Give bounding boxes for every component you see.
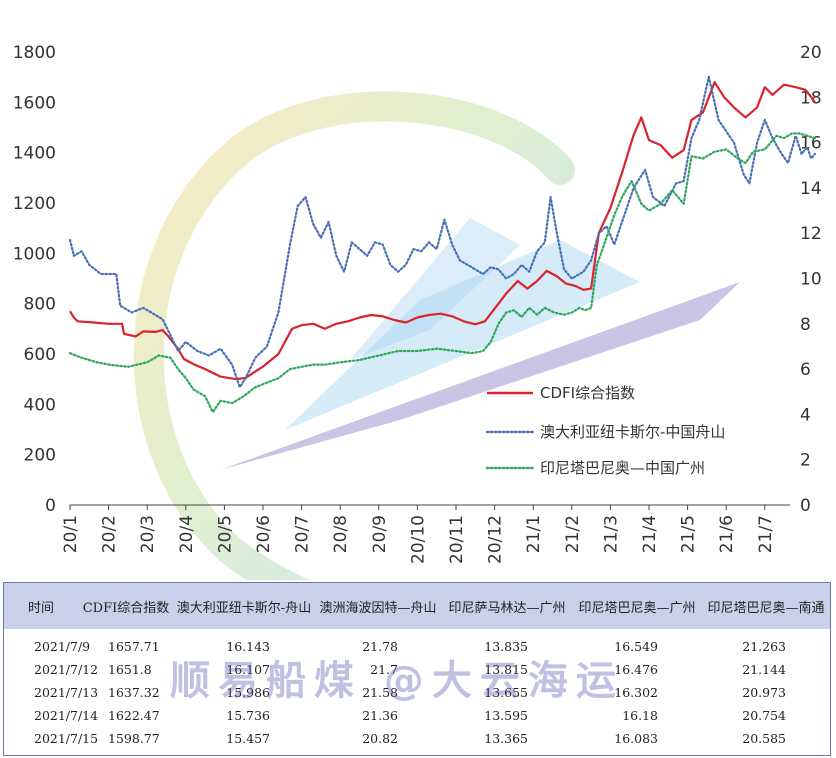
x-tick-label: 20/9 — [370, 515, 390, 553]
x-tick-label: 20/4 — [177, 515, 197, 553]
y-right-tick-label: 14 — [800, 179, 822, 199]
table-cell-cdfi: 1598.77 — [108, 731, 160, 746]
table-cell-date: 2021/7/14 — [34, 708, 99, 723]
x-tick-label: 20/10 — [408, 515, 428, 564]
table-cell-date: 2021/7/13 — [34, 685, 99, 700]
table-cell-haypoint-zhoushan: 21.78 — [362, 639, 398, 654]
x-tick-label: 20/1 — [61, 515, 81, 553]
table-cell-newcastle-zhoushan: 15.457 — [226, 731, 270, 746]
header-tabaneo-guangzhou: 印尼塔巴尼奥—广州 — [578, 600, 696, 616]
y-left-tick-label: 1000 — [13, 244, 56, 264]
header-haypoint-zhoushan: 澳洲海波因特—舟山 — [319, 600, 437, 616]
table-cell-tabaneo-nantong: 20.585 — [742, 731, 786, 746]
x-tick-label: 20/12 — [486, 515, 506, 564]
table-cell-samarinda-guangzhou: 13.835 — [484, 639, 528, 654]
table-cell-haypoint-zhoushan: 21.58 — [362, 685, 398, 700]
legend-label-1: CDFI综合指数 — [540, 384, 635, 402]
x-tick-label: 20/8 — [331, 515, 351, 553]
table-cell-tabaneo-nantong: 20.973 — [742, 685, 786, 700]
y-left-tick-label: 1200 — [13, 194, 56, 214]
table-cell-cdfi: 1651.8 — [108, 662, 152, 677]
header-samarinda-guangzhou: 印尼萨马林达—广州 — [448, 600, 566, 616]
x-tick-label: 20/11 — [447, 515, 467, 564]
x-tick-label: 20/2 — [100, 515, 120, 553]
y-right-tick-label: 0 — [800, 496, 811, 516]
table-cell-tabaneo-guangzhou: 16.083 — [614, 731, 658, 746]
table-cell-newcastle-zhoushan: 16.107 — [226, 662, 270, 677]
y-left-tick-label: 1800 — [13, 43, 56, 63]
table-cell-samarinda-guangzhou: 13.815 — [484, 662, 528, 677]
table-row: 2021/7/14 1622.47 15.736 21.36 13.595 16.18 20… — [4, 704, 830, 727]
table-row: 2021/7/9 1657.71 16.143 21.78 13.835 16.549 21… — [4, 629, 830, 658]
header-cdfi: CDFI综合指数 — [82, 600, 170, 616]
header-tabaneo-nantong: 印尼塔巴尼奥—南通 — [707, 600, 825, 616]
x-tick-label: 21/3 — [601, 515, 621, 553]
table-cell-cdfi: 1622.47 — [108, 708, 160, 723]
table-cell-haypoint-zhoushan: 21.7 — [370, 662, 398, 677]
y-right-tick-label: 20 — [800, 43, 822, 63]
table-cell-haypoint-zhoushan: 21.36 — [362, 708, 398, 723]
table-cell-tabaneo-guangzhou: 16.18 — [622, 708, 658, 723]
y-left-tick-label: 400 — [24, 395, 56, 415]
header-newcastle-zhoushan: 澳大利亚纽卡斯尔-舟山 — [176, 600, 312, 616]
x-tick-label: 21/4 — [640, 515, 660, 553]
table-cell-tabaneo-guangzhou: 16.476 — [614, 662, 658, 677]
y-left-tick-label: 200 — [24, 446, 56, 466]
legend-label-2: 澳大利亚纽卡斯尔-中国舟山 — [540, 423, 725, 441]
y-left-tick-label: 1600 — [13, 93, 56, 113]
x-tick-label: 20/5 — [215, 515, 235, 553]
y-right-tick-label: 4 — [800, 405, 811, 425]
series-line-3 — [68, 132, 817, 414]
table-header-row: 时间 CDFI综合指数 澳大利亚纽卡斯尔-舟山 澳洲海波因特—舟山 印尼萨马林达… — [4, 583, 830, 629]
table-cell-newcastle-zhoushan: 15.986 — [226, 685, 270, 700]
table-cell-haypoint-zhoushan: 20.82 — [362, 731, 398, 746]
header-time: 时间 — [27, 600, 54, 616]
x-tick-label: 21/2 — [563, 515, 583, 553]
data-table: 时间 CDFI综合指数 澳大利亚纽卡斯尔-舟山 澳洲海波因特—舟山 印尼萨马林达… — [3, 582, 831, 756]
x-tick-label: 20/6 — [254, 515, 274, 553]
x-tick-label: 20/3 — [138, 515, 158, 553]
table-cell-date: 2021/7/15 — [34, 731, 99, 746]
y-left-tick-label: 1400 — [13, 144, 56, 164]
legend-label-3: 印尼塔巴尼奥—中国广州 — [540, 459, 705, 477]
x-tick-label: 21/6 — [717, 515, 737, 553]
table-cell-tabaneo-guangzhou: 16.549 — [614, 639, 658, 654]
table-cell-samarinda-guangzhou: 13.595 — [484, 708, 528, 723]
table-row: 2021/7/12 1651.8 16.107 21.7 13.815 16.476 21.… — [4, 658, 830, 681]
table-row: 2021/7/13 1637.32 15.986 21.58 13.655 16.302 2… — [4, 681, 830, 704]
table-cell-cdfi: 1637.32 — [108, 685, 160, 700]
x-tick-label: 21/7 — [756, 515, 776, 553]
table-cell-tabaneo-nantong: 21.144 — [742, 662, 786, 677]
x-tick-label: 21/1 — [524, 515, 544, 553]
x-tick-label: 21/5 — [679, 515, 699, 553]
y-left-tick-label: 800 — [24, 295, 56, 315]
table-cell-cdfi: 1657.71 — [108, 639, 160, 654]
y-left-tick-label: 600 — [24, 345, 56, 365]
table-cell-newcastle-zhoushan: 16.143 — [226, 639, 270, 654]
x-tick-label: 20/7 — [293, 515, 313, 553]
table-cell-date: 2021/7/12 — [34, 662, 99, 677]
y-left-tick-label: 0 — [45, 496, 56, 516]
table-row: 2021/7/15 1598.77 15.457 20.82 13.365 16.083 2… — [4, 727, 830, 750]
chart: 0 200 400 600 800 1000 1200 1400 1600 1800 0 2 4 6 8 10… — [13, 43, 822, 580]
series-line-2 — [68, 75, 817, 389]
watermark-logo — [133, 91, 740, 580]
y-right-tick-label: 2 — [800, 451, 811, 471]
table-cell-newcastle-zhoushan: 15.736 — [226, 708, 270, 723]
table-cell-samarinda-guangzhou: 13.365 — [484, 731, 528, 746]
y-right-tick-label: 6 — [800, 360, 811, 380]
y-right-tick-label: 12 — [800, 224, 822, 244]
table-cell-tabaneo-nantong: 20.754 — [742, 708, 786, 723]
table-cell-tabaneo-nantong: 21.263 — [742, 639, 786, 654]
table-cell-date: 2021/7/9 — [34, 639, 91, 654]
y-right-tick-label: 8 — [800, 315, 811, 335]
table-cell-samarinda-guangzhou: 13.655 — [484, 685, 528, 700]
table-cell-tabaneo-guangzhou: 16.302 — [614, 685, 658, 700]
y-right-tick-label: 10 — [800, 270, 822, 290]
